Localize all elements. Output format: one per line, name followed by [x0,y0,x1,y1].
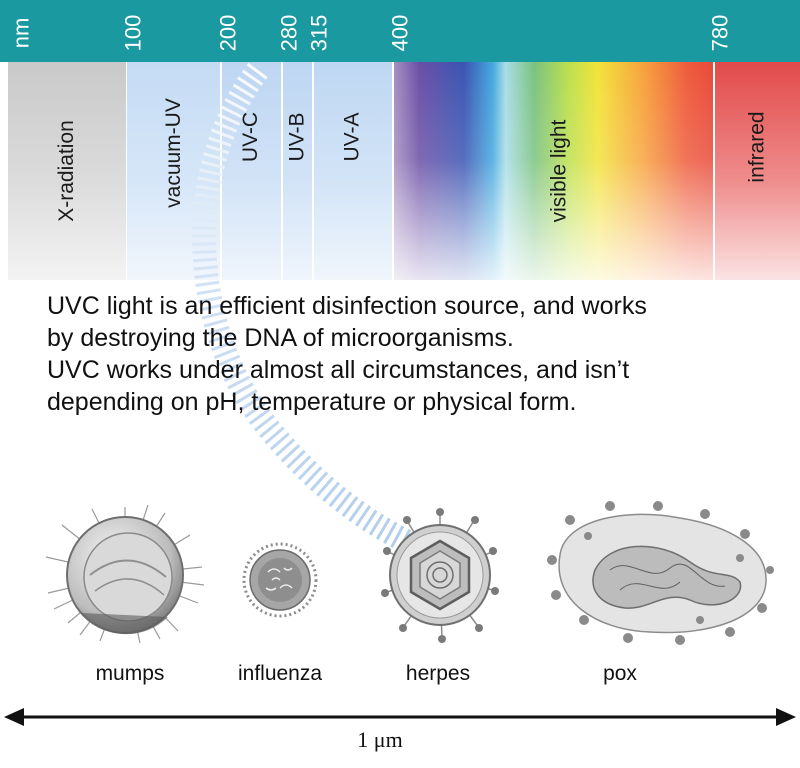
intro-text: UVC light is an efficient disinfection s… [47,290,787,418]
scale-arrow [4,708,796,726]
scale-label: 1 μm [357,727,403,752]
unit-label-nm: nm [8,17,33,49]
tick-label-100: 100 [120,14,145,52]
band-label-uv-a: UV-A [340,112,364,162]
virus-label-pox: pox [603,662,637,685]
virus-label-influenza: influenza [237,662,323,685]
tick-label-200: 200 [215,14,240,52]
band-label-infrared: infrared [745,111,769,183]
herpes-virus-illustration [381,508,499,643]
mumps-virus-illustration [45,505,205,644]
intro-line: by destroying the DNA of microorganisms. [47,324,514,352]
tick-label-315: 315 [306,14,331,52]
virus-label-herpes: herpes [405,662,471,685]
band-label-vacuum-uv: vacuum-UV [161,98,185,208]
band-x-radiation [8,62,126,280]
band-infrared [715,62,800,280]
pox-virus-illustration [547,501,774,645]
influenza-virus-illustration [242,542,318,618]
tick-label-280: 280 [276,14,301,52]
tick-label-400: 400 [387,14,412,52]
wavelength-header-bar [0,0,800,62]
band-label-visible-light: visible light [547,119,571,223]
band-label-uv-c: UV-C [239,111,263,163]
tick-label-780: 780 [707,14,732,52]
intro-line: UVC light is an efficient disinfection s… [47,292,647,320]
virus-label-mumps: mumps [95,662,165,685]
intro-line: depending on pH, temperature or physical… [47,388,577,416]
band-label-uv-b: UV-B [285,112,309,162]
band-label-x-radiation: X-radiation [55,120,78,222]
intro-line: UVC works under almost all circumstances… [47,356,630,384]
band-visible-light [394,62,713,280]
